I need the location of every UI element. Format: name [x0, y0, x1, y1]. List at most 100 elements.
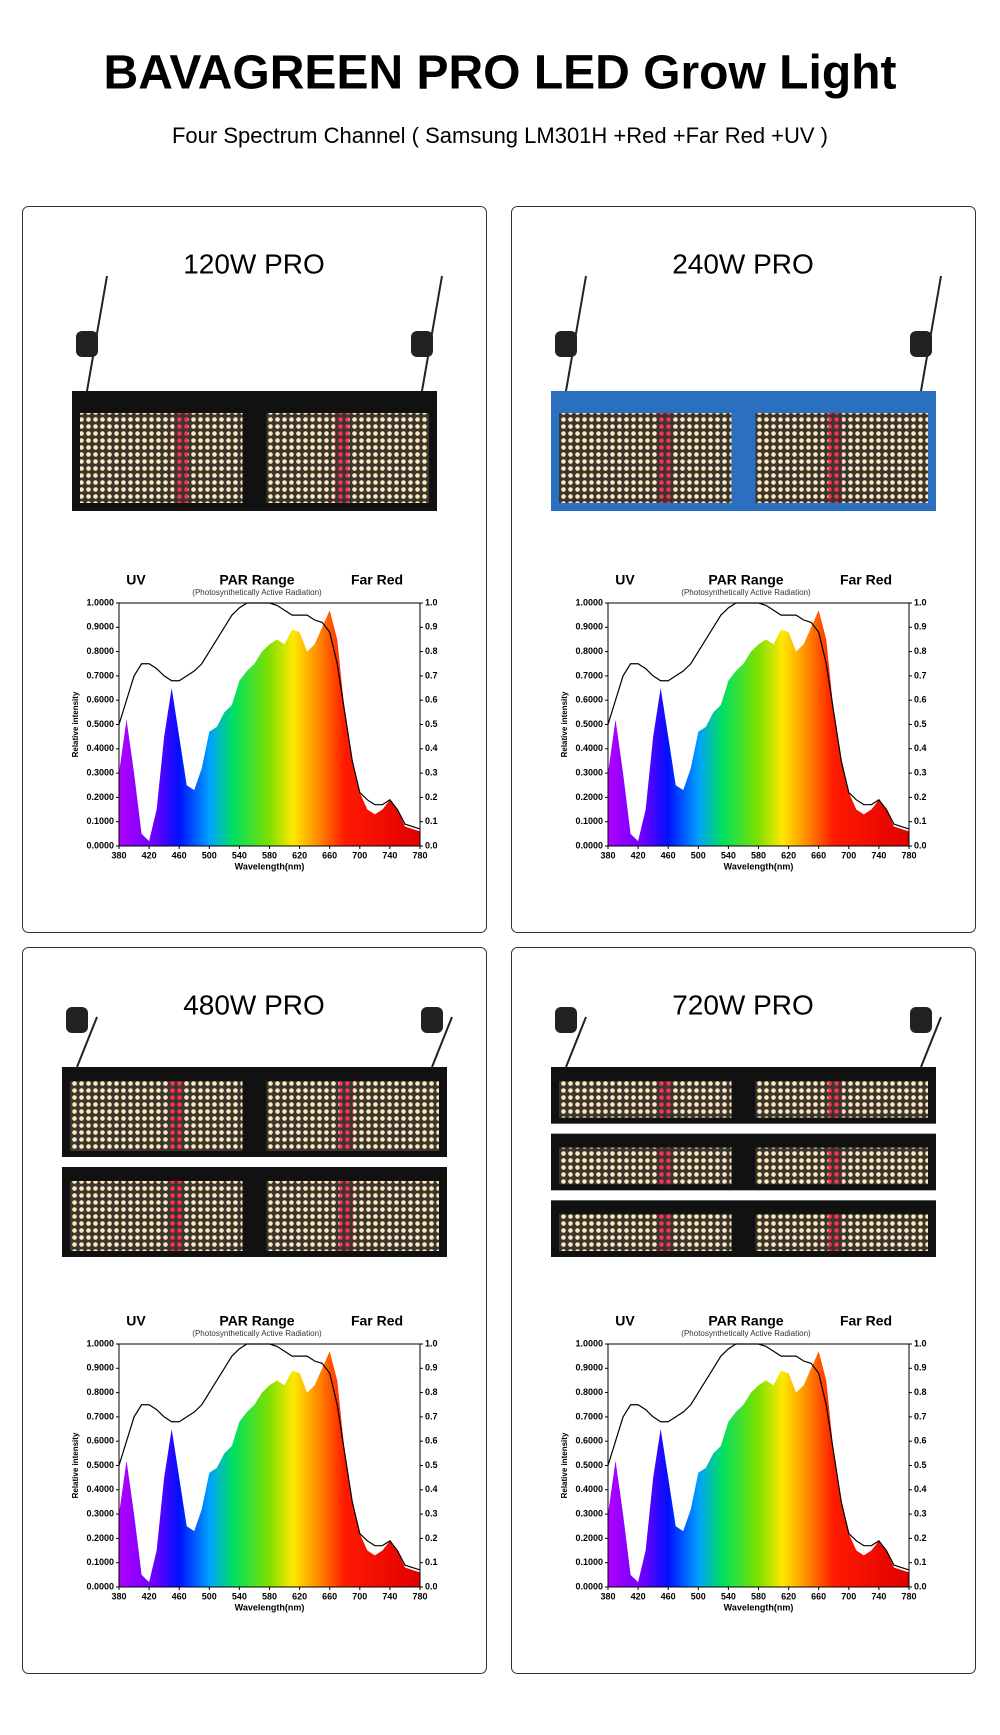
- x-tick-label: 700: [352, 850, 367, 860]
- y2-tick-label: 0.1: [914, 1557, 927, 1567]
- hanger-wire: [920, 1016, 942, 1068]
- y-axis-label: Relative intensity: [71, 691, 80, 757]
- driver: [731, 1075, 756, 1122]
- y2-tick-label: 0.8: [425, 646, 438, 656]
- driver: [731, 399, 756, 509]
- spectrum-area: [119, 610, 420, 846]
- y-tick-label: 0.9000: [575, 622, 603, 632]
- page-title: BAVAGREEN PRO LED Grow Light: [104, 47, 897, 100]
- y2-tick-label: 0.0: [914, 1581, 927, 1591]
- driver: [731, 1208, 756, 1255]
- y-axis-label: Relative intensity: [560, 1432, 569, 1498]
- x-tick-label: 580: [751, 1591, 766, 1601]
- x-tick-label: 740: [382, 850, 397, 860]
- y-tick-label: 0.6000: [86, 695, 114, 705]
- y2-tick-label: 0.5: [914, 719, 927, 729]
- y2-tick-label: 0.9: [914, 1363, 927, 1373]
- x-tick-label: 620: [292, 1591, 307, 1601]
- y-tick-label: 0.8000: [86, 1387, 114, 1397]
- subtitle: Four Spectrum Channel ( Samsung LM301H +…: [172, 123, 828, 148]
- par-label: PAR Range: [708, 1313, 783, 1329]
- y2-tick-label: 0.4: [914, 743, 927, 753]
- y-axis-label: Relative intensity: [560, 691, 569, 757]
- y2-tick-label: 0.4: [425, 1484, 438, 1494]
- par-label: PAR Range: [219, 572, 294, 588]
- y-tick-label: 0.5000: [86, 1460, 114, 1470]
- x-tick-label: 620: [781, 1591, 796, 1601]
- par-note: (Photosynthetically Active Radiation): [681, 1329, 811, 1338]
- y-tick-label: 0.7000: [575, 670, 603, 680]
- par-label: PAR Range: [708, 572, 783, 588]
- x-tick-label: 380: [600, 850, 615, 860]
- y-tick-label: 0.2000: [575, 1533, 603, 1543]
- y2-tick-label: 0.8: [914, 646, 927, 656]
- red-leds: [828, 413, 843, 503]
- y2-tick-label: 0.6: [425, 1436, 438, 1446]
- red-leds: [334, 413, 349, 503]
- x-tick-label: 380: [600, 1591, 615, 1601]
- y2-tick-label: 0.5: [914, 1460, 927, 1470]
- y2-tick-label: 0.4: [914, 1484, 927, 1494]
- hanger-wire: [565, 1016, 587, 1068]
- x-tick-label: 700: [352, 1591, 367, 1601]
- y2-tick-label: 0.3: [914, 767, 927, 777]
- par-label: PAR Range: [219, 1313, 294, 1329]
- x-tick-label: 660: [811, 850, 826, 860]
- y-tick-label: 0.3000: [575, 1508, 603, 1518]
- y2-tick-label: 0.3: [425, 1508, 438, 1518]
- driver: [242, 399, 267, 509]
- y-tick-label: 0.6000: [86, 1436, 114, 1446]
- y2-tick-label: 0.6: [425, 695, 438, 705]
- y-tick-label: 0.2000: [575, 792, 603, 802]
- driver: [242, 1075, 267, 1155]
- y2-tick-label: 0.9: [425, 1363, 438, 1373]
- y-tick-label: 0.5000: [575, 719, 603, 729]
- y2-tick-label: 0.6: [914, 1436, 927, 1446]
- spectrum-area: [608, 1351, 909, 1587]
- y-tick-label: 0.4000: [86, 743, 114, 753]
- y2-tick-label: 0.0: [425, 1581, 438, 1591]
- y-tick-label: 0.8000: [575, 646, 603, 656]
- y-tick-label: 0.6000: [575, 1436, 603, 1446]
- y-tick-label: 0.4000: [86, 1484, 114, 1494]
- y-tick-label: 0.9000: [86, 1363, 114, 1373]
- x-tick-label: 780: [412, 850, 427, 860]
- y-tick-label: 0.2000: [86, 792, 114, 802]
- y-tick-label: 0.0000: [86, 840, 114, 850]
- y2-tick-label: 0.2: [914, 1533, 927, 1543]
- y-tick-label: 0.7000: [86, 670, 114, 680]
- y2-tick-label: 0.5: [425, 719, 438, 729]
- x-axis-label: Wavelength(nm): [724, 1602, 794, 1612]
- product-card: 240W PRO UV PAR Range(Photosynthetically A…: [511, 206, 976, 933]
- y-tick-label: 1.0000: [575, 1338, 603, 1348]
- y-tick-label: 0.9000: [575, 1363, 603, 1373]
- product-title: 240W PRO: [672, 248, 814, 279]
- ratchet: [66, 1007, 88, 1033]
- uv-label: UV: [126, 572, 146, 588]
- y-tick-label: 0.2000: [86, 1533, 114, 1543]
- ratchet: [411, 331, 433, 357]
- y2-tick-label: 1.0: [914, 1338, 927, 1348]
- x-tick-label: 380: [111, 1591, 126, 1601]
- x-tick-label: 540: [721, 850, 736, 860]
- ratchet: [555, 331, 577, 357]
- y-axis-label: Relative intensity: [71, 1432, 80, 1498]
- driver: [242, 1175, 267, 1255]
- x-tick-label: 580: [262, 850, 277, 860]
- red-leds: [658, 1147, 673, 1185]
- card-border: [511, 947, 976, 1674]
- ratchet: [76, 331, 98, 357]
- red-leds: [828, 1214, 843, 1251]
- y-tick-label: 0.8000: [575, 1387, 603, 1397]
- product-title: 720W PRO: [672, 989, 814, 1020]
- x-tick-label: 460: [661, 1591, 676, 1601]
- y-tick-label: 0.5000: [575, 1460, 603, 1470]
- y2-tick-label: 0.3: [914, 1508, 927, 1518]
- x-tick-label: 420: [142, 1591, 157, 1601]
- red-leds: [828, 1147, 843, 1185]
- y2-tick-label: 1.0: [425, 1338, 438, 1348]
- x-tick-label: 540: [232, 1591, 247, 1601]
- y2-tick-label: 0.8: [425, 1387, 438, 1397]
- y-tick-label: 0.6000: [575, 695, 603, 705]
